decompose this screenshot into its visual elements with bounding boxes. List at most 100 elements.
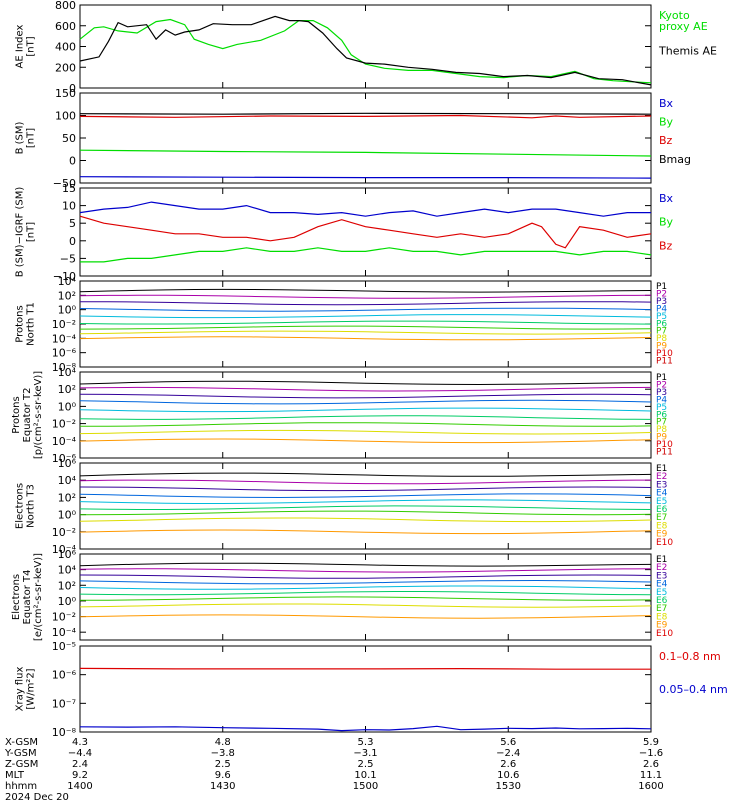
series-line bbox=[79, 725, 652, 732]
ephemeris-value: 2.4 bbox=[72, 759, 88, 770]
y-tick-label: 0 bbox=[69, 235, 76, 248]
y-tick-label: 10⁻⁴ bbox=[52, 435, 77, 448]
y-tick-label: 10² bbox=[58, 579, 76, 592]
panel-b_igrf: −10 −5 0 5 10 15 B (SM)−IGRF (SM) [nT] Bx By Bz bbox=[15, 182, 674, 283]
ephemeris-value: 5.6 bbox=[500, 737, 516, 748]
flux-trace bbox=[79, 320, 652, 325]
flux-trace bbox=[79, 429, 652, 435]
y-tick-label: 0 bbox=[69, 155, 76, 168]
y-tick-label: −50 bbox=[53, 177, 76, 190]
y-axis-label: [nT] bbox=[26, 222, 37, 242]
flux-trace bbox=[79, 486, 652, 492]
legend-label: E8 bbox=[656, 521, 668, 531]
y-axis-label: Electrons bbox=[15, 483, 26, 529]
panel-e_t4: 10⁻⁴ 10⁻² 10⁰ 10² 10⁴ 10⁶ Electrons Equator T4[… bbox=[11, 548, 673, 641]
ephemeris-value: 9.2 bbox=[72, 770, 88, 781]
flux-trace bbox=[79, 325, 652, 330]
y-tick-label: 600 bbox=[55, 20, 76, 33]
panel-xray: 10⁻⁸ 10⁻⁷ 10⁻⁶ 10⁻⁵ Xray flux [W/m²2] 0.1–0.8 … bbox=[15, 640, 728, 739]
y-axis-label: Equator T4 bbox=[22, 570, 33, 625]
legend-label: By bbox=[659, 216, 674, 229]
legend-label: P6 bbox=[656, 319, 667, 329]
legend-label: P4 bbox=[656, 395, 667, 405]
legend-label: P2 bbox=[656, 380, 667, 390]
legend-label: E9 bbox=[656, 621, 668, 631]
ephemeris-value: 1400 bbox=[67, 781, 92, 792]
legend-label: E2 bbox=[656, 563, 667, 573]
flux-trace bbox=[79, 529, 652, 535]
legend-label: P9 bbox=[656, 342, 667, 352]
y-tick-label: 10⁴ bbox=[58, 275, 77, 288]
y-axis-label: [p/(cm²‑s‑sr‑keV)] bbox=[33, 371, 44, 459]
y-tick-label: 10⁴ bbox=[58, 564, 77, 577]
legend-label: E10 bbox=[656, 538, 673, 548]
y-tick-label: 150 bbox=[55, 87, 76, 100]
legend-label: E5 bbox=[656, 588, 667, 598]
legend-label: P10 bbox=[656, 349, 673, 359]
y-tick-label: 10 bbox=[62, 200, 76, 213]
legend-label: 0.1–0.8 nm bbox=[659, 650, 721, 663]
y-axis-label: AE Index bbox=[15, 24, 26, 68]
y-axis-label: [W/m²2] bbox=[26, 668, 37, 709]
ephemeris-label: X-GSM bbox=[5, 737, 38, 748]
panel-frame bbox=[79, 92, 652, 184]
legend-label: E6 bbox=[656, 596, 668, 606]
series-line bbox=[79, 112, 652, 115]
flux-trace bbox=[79, 603, 652, 608]
legend-label: proxy AE bbox=[659, 20, 708, 33]
legend-label: E1 bbox=[656, 464, 667, 474]
flux-trace bbox=[80, 596, 652, 601]
ephemeris-value: −3.8 bbox=[211, 748, 235, 759]
ephemeris-label: MLT bbox=[5, 770, 25, 781]
legend-label: P8 bbox=[656, 334, 667, 344]
ephemeris-label: Z-GSM bbox=[5, 759, 38, 770]
y-tick-label: 10⁻⁶ bbox=[52, 452, 77, 465]
series-line bbox=[79, 18, 652, 84]
legend-label: Bz bbox=[659, 239, 673, 252]
legend-label: Bmag bbox=[659, 153, 691, 166]
legend-label: Kyoto bbox=[659, 9, 690, 22]
legend-label: E1 bbox=[656, 555, 667, 565]
legend-label: By bbox=[659, 116, 674, 129]
y-tick-label: 10⁴ bbox=[58, 474, 77, 487]
panel-frame bbox=[79, 371, 652, 459]
legend-label: E6 bbox=[656, 505, 668, 515]
y-axis-label: [e/(cm²‑s‑sr‑keV)] bbox=[33, 553, 44, 641]
flux-trace bbox=[79, 422, 652, 427]
ephemeris-value: 11.1 bbox=[640, 770, 662, 781]
legend-label: 0.05–0.4 nm bbox=[659, 683, 728, 696]
y-tick-label: 800 bbox=[55, 0, 76, 12]
y-tick-label: −5 bbox=[60, 252, 76, 265]
y-tick-label: 10⁻⁴ bbox=[52, 626, 77, 639]
y-tick-label: 200 bbox=[55, 61, 76, 74]
y-axis-label: Protons bbox=[15, 305, 26, 342]
flux-trace bbox=[79, 574, 652, 579]
legend-label: P9 bbox=[656, 433, 667, 443]
ephemeris-value: −2.4 bbox=[496, 748, 520, 759]
legend-label: P5 bbox=[656, 403, 667, 413]
series-line bbox=[79, 176, 652, 179]
legend-label: P7 bbox=[656, 327, 667, 337]
legend-label: P7 bbox=[656, 418, 667, 428]
legend-label: E4 bbox=[656, 489, 668, 499]
legend-label: E2 bbox=[656, 472, 667, 482]
legend-label: Themis AE bbox=[658, 45, 717, 58]
date-label: 2024 Dec 20 bbox=[5, 792, 69, 800]
ephemeris-value: 5.9 bbox=[643, 737, 659, 748]
ephemeris-value: −3.1 bbox=[353, 748, 377, 759]
y-axis-label: North T3 bbox=[26, 484, 37, 528]
y-tick-label: 10⁻² bbox=[52, 318, 76, 331]
ephemeris-value: 2.6 bbox=[643, 759, 659, 770]
y-tick-label: −10 bbox=[53, 270, 76, 283]
flux-trace bbox=[79, 301, 652, 306]
legend-label: P11 bbox=[656, 357, 673, 367]
legend-label: P6 bbox=[656, 410, 667, 420]
legend-label: P5 bbox=[656, 312, 667, 322]
flux-trace bbox=[79, 314, 652, 319]
y-tick-label: 10⁶ bbox=[58, 457, 77, 470]
flux-trace bbox=[79, 591, 652, 596]
y-axis-label: Electrons bbox=[11, 574, 22, 620]
panel-p_t2: 10⁻⁶ 10⁻⁴ 10⁻² 10⁰ 10² 10⁴ Protons Equator T2 [p… bbox=[11, 366, 673, 465]
